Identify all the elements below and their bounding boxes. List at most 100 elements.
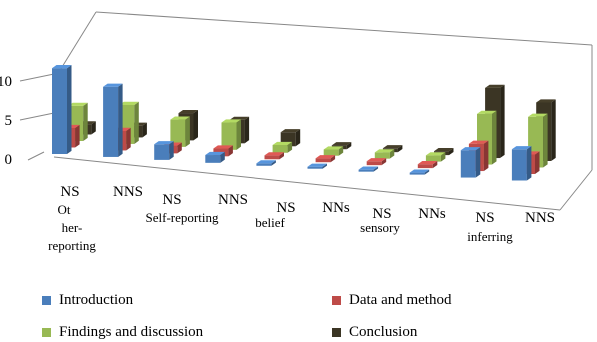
bar-top-face bbox=[52, 65, 72, 69]
bar-front-face bbox=[358, 169, 374, 172]
bar-side-face bbox=[449, 148, 454, 156]
bar-side-face bbox=[75, 124, 80, 148]
bar-front-face bbox=[103, 86, 119, 157]
bar-front-face bbox=[52, 68, 67, 154]
bar-data-and-method-4 bbox=[264, 152, 284, 160]
bar-findings-and-discussion-6 bbox=[374, 149, 395, 159]
legend-item-conclusion: Conclusion bbox=[332, 324, 417, 341]
bar-top-face bbox=[331, 142, 352, 146]
x-tick-label: NNs bbox=[322, 200, 350, 216]
bar-top-face bbox=[528, 113, 548, 117]
y-axis-ticks: 0 5 10 bbox=[0, 74, 12, 168]
legend-item-findings-and-discussion: Findings and discussion bbox=[42, 324, 203, 341]
bar-introduction-6 bbox=[358, 166, 379, 172]
x-sublabel: inferring bbox=[467, 229, 513, 244]
bar-side-face bbox=[236, 119, 241, 150]
bar-side-face bbox=[185, 116, 190, 147]
bar-data-and-method-5 bbox=[315, 155, 336, 163]
bar-introduction-7 bbox=[409, 169, 430, 175]
bar-side-face bbox=[118, 83, 123, 157]
bar-side-face bbox=[271, 160, 276, 166]
bar-top-face bbox=[323, 146, 344, 150]
bar-side-face bbox=[475, 147, 481, 178]
x-sublabel: Self-reporting bbox=[146, 210, 219, 225]
bar-top-face bbox=[434, 148, 454, 152]
bar-side-face bbox=[279, 152, 284, 160]
bar-top-face bbox=[425, 152, 446, 156]
bar-front-face bbox=[221, 122, 237, 150]
bar-front-face bbox=[272, 144, 288, 153]
bar-top-face bbox=[264, 152, 284, 156]
bar-side-face bbox=[389, 149, 395, 159]
bar-top-face bbox=[68, 102, 88, 106]
bar-side-face bbox=[67, 65, 72, 154]
bar-top-face bbox=[374, 149, 395, 153]
bar-top-face bbox=[382, 145, 403, 149]
legend-swatch-introduction bbox=[42, 296, 51, 305]
bar-front-face bbox=[425, 155, 441, 162]
bar-front-face bbox=[154, 144, 170, 160]
bar-top-face bbox=[536, 99, 556, 103]
bar-side-face bbox=[83, 102, 88, 141]
bar-top-face bbox=[511, 146, 532, 150]
legend-label-conclusion: Conclusion bbox=[349, 324, 418, 340]
bar-top-face bbox=[460, 147, 481, 151]
y-tick-label: 10 bbox=[0, 74, 12, 90]
x-tick-label: NS bbox=[475, 210, 494, 226]
bar-side-face bbox=[322, 163, 327, 169]
bar-introduction-9 bbox=[511, 146, 532, 181]
bar-side-face bbox=[492, 110, 497, 165]
bar-side-face bbox=[330, 155, 336, 163]
x-tick-label: NNS bbox=[218, 192, 248, 208]
bar-top-face bbox=[205, 151, 225, 156]
bar-side-face bbox=[169, 141, 174, 160]
bar-side-face bbox=[432, 161, 438, 169]
bar-front-face bbox=[315, 158, 331, 163]
bar-top-face bbox=[315, 155, 336, 159]
bar-top-face bbox=[178, 109, 198, 114]
legend-item-data-and-method: Data and method bbox=[332, 292, 451, 309]
bar-introduction-0 bbox=[52, 65, 72, 154]
bar-side-face bbox=[483, 140, 489, 172]
x-tick-label: NS bbox=[276, 200, 295, 216]
bar-data-and-method-7 bbox=[417, 161, 438, 169]
bar-top-face bbox=[485, 84, 505, 88]
bar-front-face bbox=[323, 149, 339, 156]
bar-side-face bbox=[338, 146, 344, 156]
bar-data-and-method-6 bbox=[366, 158, 387, 166]
bar-top-face bbox=[119, 101, 139, 105]
bar-front-face bbox=[460, 150, 476, 178]
legend-swatch-conclusion bbox=[332, 328, 341, 337]
bar-introduction-8 bbox=[460, 147, 481, 178]
bar-top-face bbox=[409, 169, 430, 173]
bar-top-face bbox=[468, 140, 489, 144]
bar-top-face bbox=[256, 160, 276, 164]
x-tick-label: NNs bbox=[418, 206, 446, 222]
x-tick-label: NS bbox=[60, 184, 79, 200]
bar-findings-and-discussion-4 bbox=[272, 141, 293, 153]
y-tick-label: 0 bbox=[5, 152, 13, 168]
bar-findings-and-discussion-3 bbox=[221, 119, 241, 150]
bar-top-face bbox=[477, 110, 497, 114]
bar-side-face bbox=[126, 127, 131, 151]
bar-front-face bbox=[307, 166, 323, 169]
bar-top-face bbox=[358, 166, 379, 170]
x-sublabel-part: her- bbox=[62, 220, 83, 235]
bar-side-face bbox=[500, 84, 505, 159]
bar-side-face bbox=[551, 99, 556, 161]
bar-front-face bbox=[374, 152, 390, 159]
bar-side-face bbox=[440, 152, 446, 162]
bar-introduction-5 bbox=[307, 163, 327, 169]
bar-top-face bbox=[280, 129, 301, 133]
x-tick-label: NNS bbox=[525, 210, 555, 226]
bar-side-face bbox=[91, 121, 96, 135]
bar-top-face bbox=[221, 119, 241, 123]
legend-label-introduction: Introduction bbox=[59, 292, 134, 308]
bar-side-face bbox=[287, 141, 293, 153]
bar-side-face bbox=[381, 158, 387, 166]
legend-item-introduction: Introduction bbox=[42, 292, 133, 309]
bar-side-face bbox=[535, 151, 540, 174]
x-axis-labels: NS NNS NS NNS NS NNs NS NNs NS NNS Ot her-reporting… bbox=[48, 184, 555, 253]
bar-side-face bbox=[228, 145, 233, 157]
